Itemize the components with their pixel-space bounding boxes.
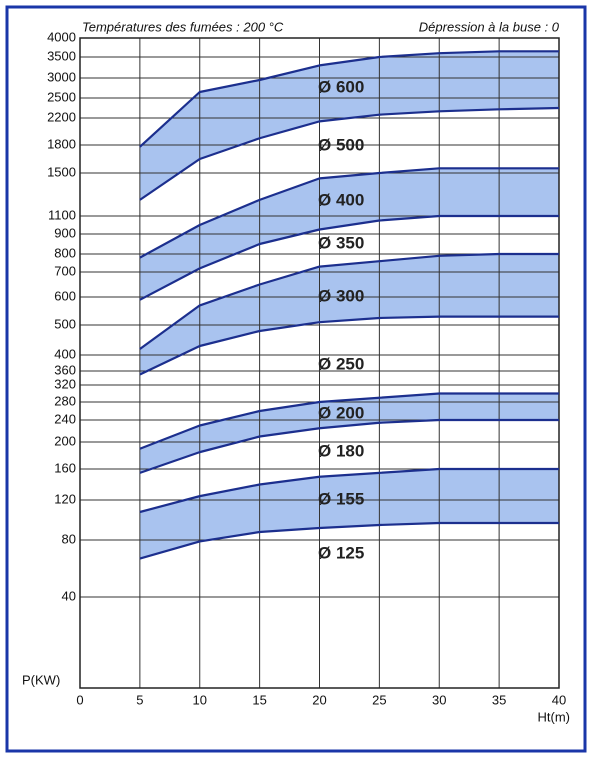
x-tick-label: 25 (372, 692, 386, 707)
header-left: Températures des fumées : 200 °C (82, 19, 284, 34)
x-tick-label: 30 (432, 692, 446, 707)
y-tick-label: 3500 (47, 48, 76, 63)
y-tick-label: 600 (54, 288, 76, 303)
y-tick-label: 1100 (48, 207, 76, 222)
y-tick-label: 2200 (47, 109, 76, 124)
y-tick-label: 1800 (47, 136, 76, 151)
x-tick-label: 20 (312, 692, 326, 707)
x-tick-label: 15 (252, 692, 266, 707)
x-tick-label: 5 (136, 692, 143, 707)
y-tick-label: 500 (54, 316, 76, 331)
x-tick-label: 0 (76, 692, 83, 707)
y-tick-label: 3000 (47, 69, 76, 84)
y-tick-label: 900 (54, 225, 76, 240)
x-tick-label: 35 (492, 692, 506, 707)
y-tick-label: 200 (54, 433, 76, 448)
y-tick-label: 320 (54, 376, 76, 391)
y-tick-label: 280 (54, 393, 76, 408)
y-tick-label: 4000 (47, 29, 76, 44)
y-tick-label: 80 (62, 531, 76, 546)
curve (139, 106, 560, 201)
diameter-label: Ø 125 (318, 543, 364, 562)
band-fill (139, 51, 559, 200)
y-tick-label: 2500 (47, 89, 76, 104)
diameter-label: Ø 180 (318, 441, 364, 460)
curve (139, 167, 559, 259)
diameter-label: Ø 155 (318, 489, 364, 508)
band-fill (139, 393, 559, 473)
curve (139, 315, 559, 376)
curve (139, 50, 559, 148)
diameter-label: Ø 400 (318, 190, 364, 209)
y-tick-label: 160 (54, 460, 76, 475)
y-tick-label: 120 (54, 491, 76, 506)
y-tick-label: 700 (54, 263, 76, 278)
curve (139, 392, 559, 450)
frame (5, 5, 587, 753)
x-tick-label: 10 (193, 692, 207, 707)
band-fill (139, 168, 559, 300)
diameter-label: Ø 600 (318, 77, 364, 96)
x-tick-label: 40 (552, 692, 566, 707)
curve (139, 418, 559, 474)
curve (139, 467, 559, 514)
header-right: Dépression à la buse : 0 (419, 19, 560, 34)
y-axis-label: P(KW) (22, 672, 60, 687)
y-tick-label: 800 (54, 245, 76, 260)
diameter-label: Ø 300 (318, 286, 364, 305)
plot-border (79, 37, 560, 689)
y-tick-label: 360 (54, 362, 76, 377)
y-tick-label: 1500 (47, 164, 76, 179)
y-tick-label: 400 (54, 346, 76, 361)
band-fill (139, 469, 559, 559)
band-fill (139, 254, 559, 375)
diameter-label: Ø 200 (318, 403, 364, 422)
curve (139, 252, 559, 350)
diameter-label: Ø 350 (318, 233, 364, 252)
curve (139, 214, 559, 301)
curve (139, 521, 559, 560)
diameter-label: Ø 500 (318, 135, 364, 154)
y-tick-label: 240 (54, 411, 76, 426)
diameter-label: Ø 250 (318, 354, 364, 373)
x-axis-label: Ht(m) (538, 709, 571, 724)
y-tick-label: 40 (62, 588, 76, 603)
